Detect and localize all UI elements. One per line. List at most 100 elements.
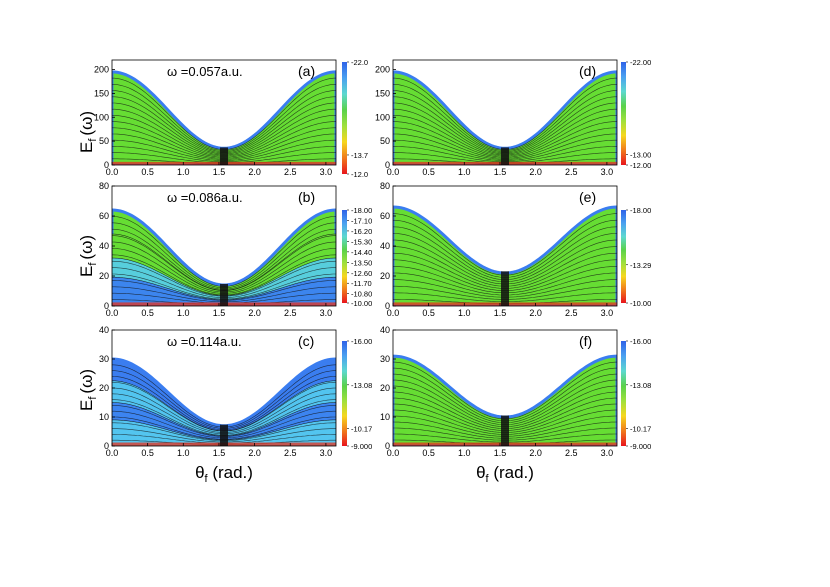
omega-label-c: ω =0.114a.u. (167, 334, 242, 349)
colorbar (342, 341, 347, 446)
colorbar-label: -12.0 (351, 170, 368, 179)
x-axis-title-rest: (rad.) (208, 463, 253, 482)
colorbar-label: -10.00 (351, 299, 372, 308)
colorbar-label: -18.00 (630, 206, 651, 215)
x-tick-label: 3.0 (320, 308, 333, 318)
y-tick-label: 50 (99, 136, 109, 146)
x-tick-label: 2.0 (529, 308, 542, 318)
y-tick-label: 150 (94, 88, 109, 98)
colorbar-label: -11.70 (351, 279, 372, 288)
y-tick-label: 20 (99, 271, 109, 281)
colorbar-label: -13.08 (351, 381, 372, 390)
x-tick-label: 0.0 (387, 167, 400, 177)
y-axis-title-sub: f (87, 262, 99, 266)
x-tick-label: 3.0 (601, 308, 614, 318)
x-axis-title-main: θ (476, 463, 485, 482)
x-tick-label: 2.0 (248, 448, 261, 458)
x-axis-title-sub: f (486, 473, 490, 485)
x-tick-label: 2.5 (284, 308, 297, 318)
x-tick-label: 1.5 (494, 448, 507, 458)
colorbar-label: -16.00 (630, 337, 651, 346)
y-axis-title-main: E (77, 266, 96, 277)
x-tick-label: 0.0 (387, 308, 400, 318)
panel-tag-a: (a) (298, 63, 315, 79)
x-tick-label: 1.0 (458, 167, 471, 177)
y-tick-label: 0 (385, 301, 390, 311)
y-axis-title-row1: Ef (ω) (77, 111, 99, 153)
y-tick-label: 40 (380, 241, 390, 251)
colorbar-label: -17.10 (351, 216, 372, 225)
y-tick-label: 0 (104, 441, 109, 451)
center-node-column (501, 415, 510, 446)
y-axis-title-main: E (77, 400, 96, 411)
colorbar-label: -13.7 (351, 151, 368, 160)
panel-tag-b: (b) (298, 189, 315, 205)
x-tick-label: 2.0 (248, 167, 261, 177)
colorbar-label: -10.17 (351, 424, 372, 433)
panel-tag-e: (e) (579, 189, 596, 205)
colorbar-label: -9.000 (630, 442, 651, 451)
y-tick-label: 0 (104, 301, 109, 311)
y-axis-title-main: E (77, 142, 96, 153)
plot-area (112, 70, 336, 165)
colorbar-label: -13.08 (630, 381, 651, 390)
colorbar-label: -12.00 (630, 161, 651, 170)
x-tick-label: 3.0 (320, 167, 333, 177)
y-axis-title-row2: Ef (ω) (77, 235, 99, 277)
colorbar-label: -13.29 (630, 261, 651, 270)
axes-frame (392, 59, 618, 166)
x-axis-title-left: θf (rad.) (195, 463, 253, 485)
colorbar-label: -12.60 (351, 269, 372, 278)
colorbar-label: -10.17 (630, 424, 651, 433)
x-tick-label: 2.5 (565, 308, 578, 318)
y-axis-title-paren: (ω) (77, 111, 96, 136)
colorbar-label: -15.30 (351, 237, 372, 246)
x-tick-label: 1.0 (177, 308, 190, 318)
x-tick-label: 0.5 (141, 167, 154, 177)
y-tick-label: 0 (385, 441, 390, 451)
x-tick-label: 0.5 (422, 448, 435, 458)
panel-tag-d: (d) (579, 63, 596, 79)
y-tick-label: 100 (375, 112, 390, 122)
panel-f: 0.0 0.5 1.0 1.5 2.0 2.5 3.0 0 10 20 30 40 (f) -16.00 -… (380, 325, 651, 458)
y-axis-title-sub: f (87, 138, 99, 142)
y-tick-label: 150 (375, 88, 390, 98)
x-tick-label: 1.0 (458, 448, 471, 458)
y-axis-title-sub: f (87, 396, 99, 400)
panel-a: 0.0 0.5 1.0 1.5 2.0 2.5 3.0 0 50 100 150 200 (a) ω =0… (94, 58, 368, 179)
y-tick-label: 40 (380, 325, 390, 335)
x-tick-label: 0.5 (141, 448, 154, 458)
x-tick-label: 2.0 (529, 167, 542, 177)
y-tick-label: 80 (99, 181, 109, 191)
x-tick-label: 1.5 (213, 448, 226, 458)
colorbar-label: -22.0 (351, 58, 368, 67)
x-tick-label: 1.5 (213, 167, 226, 177)
x-tick-label: 2.5 (284, 167, 297, 177)
colorbar-label: -14.40 (351, 248, 372, 257)
panel-tag-c: (c) (298, 333, 314, 349)
x-axis-title-sub: f (205, 473, 209, 485)
plot-area (393, 205, 617, 306)
colorbar (621, 341, 626, 446)
y-tick-label: 60 (99, 211, 109, 221)
y-tick-label: 40 (99, 325, 109, 335)
colorbar-label: -10.00 (630, 299, 651, 308)
colorbar (621, 62, 626, 165)
axes-frame (111, 59, 337, 166)
x-tick-label: 2.5 (284, 448, 297, 458)
center-node-column (501, 271, 510, 306)
y-tick-label: 10 (99, 412, 109, 422)
svg-text:Ef(ω): Ef (ω) (77, 111, 99, 153)
x-tick-label: 3.0 (601, 448, 614, 458)
svg-text:Ef(ω): Ef (ω) (77, 235, 99, 277)
colorbar (621, 210, 626, 303)
x-tick-label: 0.5 (422, 308, 435, 318)
colorbar (342, 210, 347, 303)
x-tick-label: 1.5 (494, 308, 507, 318)
colorbar-label: -22.00 (630, 58, 651, 67)
colorbar (342, 62, 347, 174)
x-tick-label: 0.0 (106, 308, 119, 318)
y-tick-label: 0 (104, 160, 109, 170)
x-tick-label: 1.0 (458, 308, 471, 318)
